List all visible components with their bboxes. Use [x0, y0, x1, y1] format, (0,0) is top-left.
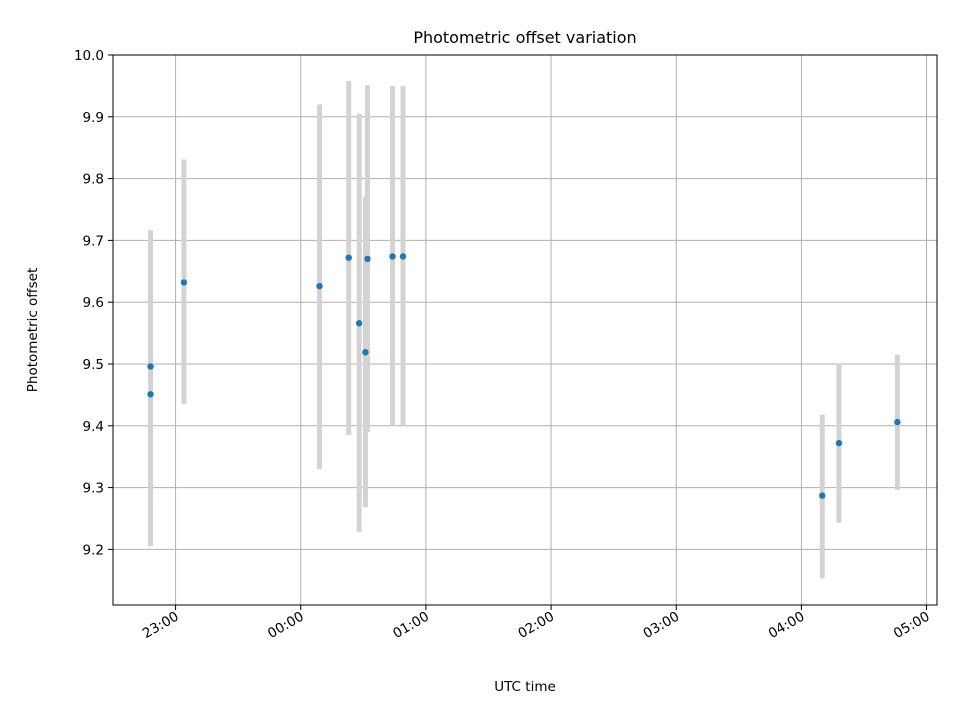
y-tick-label: 9.8 [83, 172, 104, 188]
y-tick-label: 9.9 [83, 110, 104, 126]
y-tick-label: 9.5 [83, 357, 104, 373]
data-point [399, 253, 407, 260]
data-point [894, 418, 901, 426]
y-tick-label: 9.7 [83, 233, 104, 249]
data-point [147, 363, 154, 370]
data-point [180, 279, 188, 286]
data-point [389, 253, 396, 260]
data-points [147, 253, 901, 499]
y-tick-label: 9.6 [83, 295, 104, 311]
data-point [819, 492, 826, 499]
x-axis-label: UTC time [494, 679, 556, 695]
data-point [355, 320, 363, 327]
y-tick-label: 9.2 [83, 542, 104, 558]
data-point [345, 254, 352, 261]
y-tick-label: 10.0 [74, 48, 104, 64]
grid [113, 54, 937, 605]
data-point [316, 282, 323, 290]
data-point [147, 391, 154, 398]
y-axis-label: Photometric offset [25, 268, 41, 392]
y-tick-label: 9.3 [83, 481, 104, 497]
data-point [362, 349, 369, 356]
plot-frame [112, 54, 938, 606]
y-tick-label: 9.4 [83, 419, 104, 435]
chart-title: Photometric offset variation [413, 28, 636, 47]
data-point [364, 255, 371, 263]
y-axis-ticks: 9.2 9.3 9.4 9.5 9.6 9.7 9.8 9.9 10.0 [74, 48, 113, 558]
data-point [835, 439, 843, 447]
